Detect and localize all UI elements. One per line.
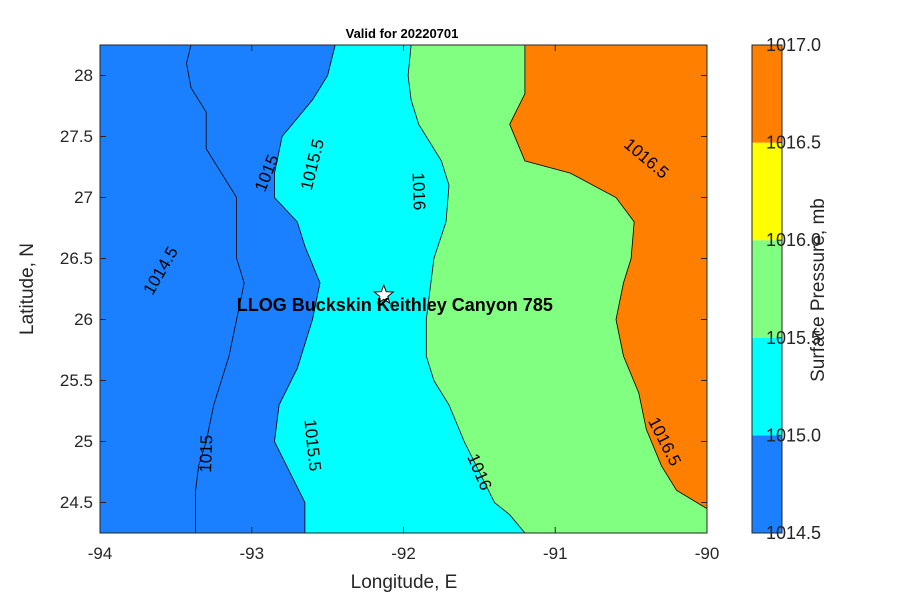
pressure-band-1016-1016-5 <box>509 45 707 509</box>
colorbar: 1014.5 1015.0 1015.5 1016.0 1016.5 1017.0 <box>751 35 821 543</box>
y-tick-label: 25 <box>74 432 93 451</box>
plot-area: 1014.5101510151015.51015.5101610161016.5… <box>100 45 707 533</box>
contour-label: 1016 <box>409 172 429 210</box>
y-tick-label: 26 <box>74 310 93 329</box>
colorbar-segment <box>752 240 782 338</box>
star-marker-icon <box>372 283 395 305</box>
x-tick-label: -92 <box>391 544 416 563</box>
contour-line-1015-5 <box>274 45 336 533</box>
x-tick-label: -94 <box>88 544 113 563</box>
colorbar-segment <box>752 337 782 436</box>
colorbar-tick-label: 1016.5 <box>766 133 821 153</box>
y-tick-label: 26.5 <box>60 249 93 268</box>
y-tick-label: 24.5 <box>60 493 93 512</box>
contour-lines <box>186 45 707 533</box>
y-tick-label: 25.5 <box>60 371 93 390</box>
colorbar-frame <box>751 44 783 534</box>
y-tick-label: 27.5 <box>60 127 93 146</box>
colorbar-tick-label: 1015.0 <box>766 425 821 445</box>
y-tick-label: 28 <box>74 66 93 85</box>
x-axis-ticks: -94 -93 -92 -91 -90 <box>88 45 720 563</box>
contour-line-1016 <box>407 45 526 533</box>
x-tick-label: -90 <box>695 544 720 563</box>
y-axis-label: Latitude, N <box>17 243 38 335</box>
site-marker: LLOG Buckskin Keithley Canyon 785 <box>237 283 553 315</box>
colorbar-segment <box>752 45 782 143</box>
x-tick-label: -93 <box>239 544 264 563</box>
chart-title: Valid for 20220701 <box>346 26 459 41</box>
colorbar-segment <box>752 142 782 241</box>
y-axis-ticks: 24.5 25 25.5 26 26.5 27 27.5 28 <box>60 66 707 512</box>
y-tick-label: 27 <box>74 188 93 207</box>
colorbar-segment <box>752 435 782 533</box>
colorbar-label: Surface Pressure, mb <box>808 198 829 382</box>
contour-line-1015 <box>186 45 245 533</box>
contour-label: 1015 <box>196 434 216 472</box>
colorbar-tick-label: 1014.5 <box>766 523 821 543</box>
colorbar-tick-label: 1017.0 <box>766 35 821 55</box>
colorbar-tick-label: 1016.0 <box>766 230 821 250</box>
colorbar-tick-label: 1015.5 <box>766 328 821 348</box>
site-label: LLOG Buckskin Keithley Canyon 785 <box>237 295 553 315</box>
x-tick-label: -91 <box>543 544 568 563</box>
contour-line-1016-5 <box>509 45 707 509</box>
x-axis-label: Longitude, E <box>351 572 458 593</box>
